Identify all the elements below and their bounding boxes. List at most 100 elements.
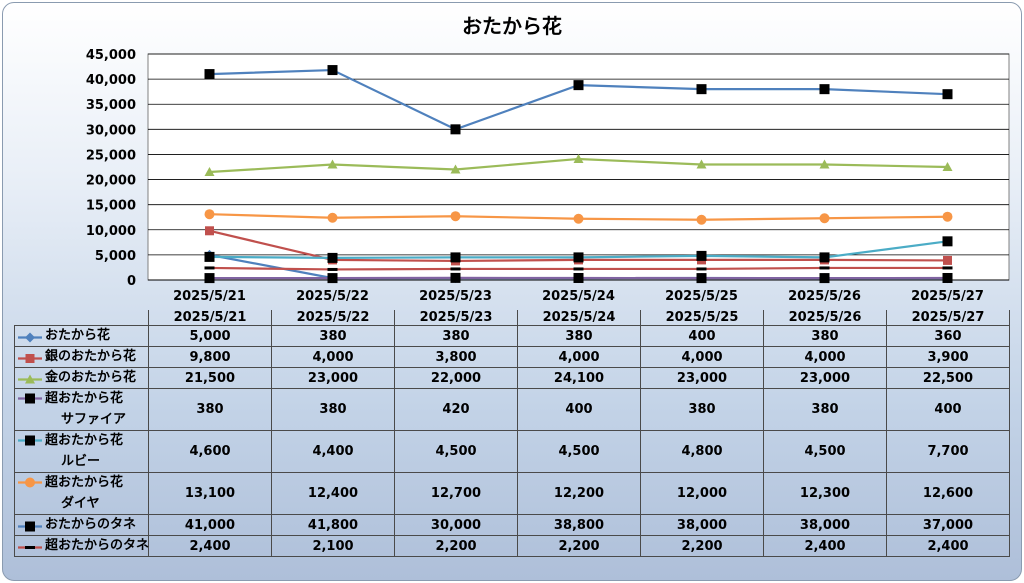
table-cell: 23,000	[640, 367, 764, 389]
data-point	[573, 213, 584, 224]
legend-key-icon	[18, 477, 42, 488]
table-cell: 23,000	[271, 367, 395, 389]
table-cell: 2,400	[148, 535, 272, 557]
table-cell: 380	[763, 388, 887, 431]
table-cell: 13,100	[148, 472, 272, 515]
x-tick-label: 2025/5/22	[296, 289, 369, 304]
table-cell: 4,000	[517, 346, 641, 368]
series-name: サファイア	[61, 412, 127, 427]
table-cell: 2,200	[517, 535, 641, 557]
data-point	[573, 252, 584, 263]
data-point	[327, 267, 338, 271]
data-point	[819, 252, 830, 263]
data-point	[942, 162, 953, 171]
data-point	[942, 89, 953, 100]
x-tick-label: 2025/5/21	[173, 289, 246, 304]
data-point	[450, 272, 461, 283]
series-name: おたからのタネ	[45, 516, 137, 532]
data-point	[327, 273, 338, 284]
data-point	[819, 159, 830, 169]
data-point	[942, 236, 953, 247]
data-point	[204, 266, 215, 270]
table-cell: 5,000	[148, 325, 272, 347]
table-header-cell: 2025/5/27	[886, 310, 1010, 326]
series-name: ルビー	[61, 454, 101, 469]
table-row: 超おたから花 ダイヤ 13,100 12,400 12,700 12,200 12,000 1…	[14, 472, 1010, 515]
table-cell: 400	[517, 388, 641, 431]
table-cell: 2,200	[394, 535, 518, 557]
y-tick-label: 25,000	[86, 148, 136, 163]
data-point	[327, 65, 338, 76]
table-header-cell: 2025/5/26	[763, 310, 887, 326]
table-header-cell: 2025/5/21	[148, 310, 272, 326]
table-row: おたから花 5,000 380 380 380 400 380 360	[14, 325, 1010, 347]
table-row: 超おたからのタネ 2,400 2,100 2,200 2,200 2,200 2,400 2,…	[14, 535, 1010, 557]
series-name: 超おたから花	[45, 391, 124, 406]
table-header-cell: 2025/5/22	[271, 310, 395, 326]
table-corner	[14, 310, 149, 326]
data-point	[450, 252, 461, 263]
data-point	[450, 164, 461, 174]
table-cell: 3,900	[886, 346, 1010, 368]
series-label-cell: 金のおたから花	[14, 367, 149, 389]
table-cell: 360	[886, 325, 1010, 347]
legend-key-icon	[18, 332, 42, 342]
table-cell: 24,100	[517, 367, 641, 389]
data-point	[696, 84, 707, 95]
x-tick-label: 2025/5/26	[788, 289, 861, 304]
x-tick-label: 2025/5/27	[911, 289, 984, 304]
table-cell: 380	[394, 325, 518, 347]
data-point	[327, 212, 338, 223]
table-cell: 400	[886, 388, 1010, 431]
data-point	[696, 267, 707, 271]
series-label-cell: おたから花	[14, 325, 149, 347]
table-cell: 4,500	[517, 430, 641, 473]
table-cell: 4,000	[763, 346, 887, 368]
table-cell: 4,400	[271, 430, 395, 473]
table-cell: 12,300	[763, 472, 887, 515]
data-point	[819, 213, 830, 224]
y-tick-label: 15,000	[86, 199, 136, 214]
table-cell: 38,000	[763, 514, 887, 536]
table-cell: 4,600	[148, 430, 272, 473]
table-cell: 12,700	[394, 472, 518, 515]
table-cell: 38,800	[517, 514, 641, 536]
series-label-cell: 超おたからのタネ	[14, 535, 150, 557]
table-cell: 2,400	[763, 535, 887, 557]
table-cell: 4,000	[640, 346, 764, 368]
table-cell: 4,500	[763, 430, 887, 473]
x-tick-label: 2025/5/25	[665, 289, 738, 304]
data-point	[942, 211, 953, 222]
table-cell: 380	[148, 388, 272, 431]
legend-key-marker	[25, 332, 35, 342]
series-name: ダイヤ	[61, 496, 100, 511]
table-cell: 22,500	[886, 367, 1010, 389]
data-point	[943, 255, 952, 265]
data-point	[819, 84, 830, 95]
data-point	[942, 272, 953, 283]
series-name: 銀のおたから花	[45, 348, 137, 364]
series-name: 超おたから花	[45, 433, 124, 448]
legend-key-icon	[18, 435, 42, 446]
y-tick-label: 0	[127, 274, 136, 289]
table-row: 超おたから花 ルビー 4,600 4,400 4,500 4,500 4,800 4,500 7…	[14, 430, 1010, 473]
data-point	[204, 69, 215, 80]
series-name: 超おたからのタネ	[45, 537, 150, 553]
data-point	[204, 251, 215, 262]
table-row: 金のおたから花 21,500 23,000 22,000 24,100 23,000 23,…	[14, 367, 1010, 389]
table-row: 超おたから花 サファイア 380 380 420 400 380 380 400	[14, 388, 1010, 431]
table-cell: 420	[394, 388, 518, 431]
legend-key-marker	[25, 477, 35, 488]
table-row: おたからのタネ 41,000 41,800 30,000 38,800 38,000 38,…	[14, 514, 1010, 536]
table-cell: 12,000	[640, 472, 764, 515]
chart-title: おたから花	[462, 14, 562, 38]
table-cell: 7,700	[886, 430, 1010, 473]
table-cell: 2,400	[886, 535, 1010, 557]
series-label-cell: 超おたから花ダイヤ	[14, 472, 149, 515]
series-name: 超おたから花	[45, 475, 124, 490]
table-cell: 380	[763, 325, 887, 347]
data-point	[327, 252, 338, 263]
y-tick-label: 20,000	[86, 174, 136, 189]
table-cell: 3,800	[394, 346, 518, 368]
legend-key-icon	[18, 545, 42, 549]
